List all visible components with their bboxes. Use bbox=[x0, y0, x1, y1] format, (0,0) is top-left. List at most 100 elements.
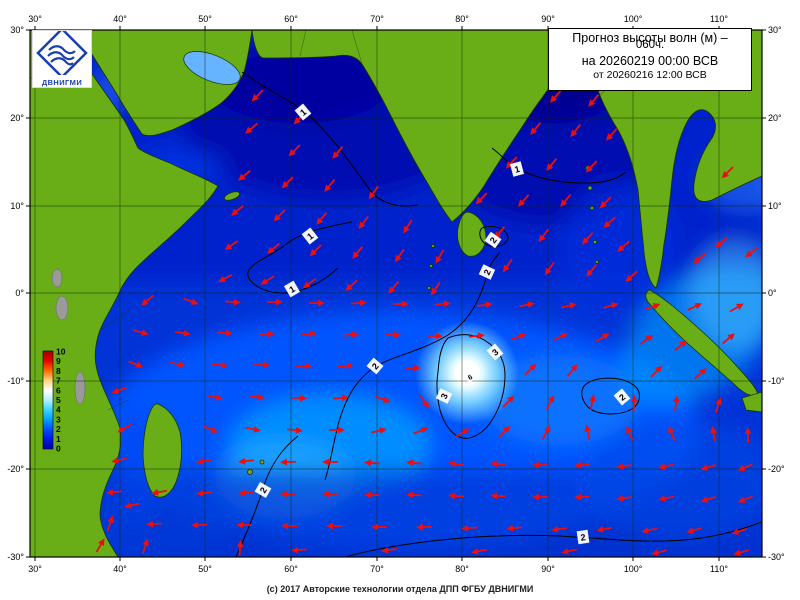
wave-arrow bbox=[267, 298, 283, 306]
wave-arrow bbox=[286, 426, 303, 434]
wave-arrow bbox=[169, 361, 186, 368]
wave-arrow bbox=[630, 395, 638, 412]
wave-arrow bbox=[498, 425, 511, 438]
lon-tick-label: 50° bbox=[198, 564, 212, 574]
contour-label: 1 bbox=[301, 227, 319, 245]
wave-arrow bbox=[141, 294, 154, 306]
wave-arrow bbox=[218, 273, 233, 283]
wave-arrow bbox=[183, 297, 199, 305]
lat-tick-label: 20° bbox=[768, 113, 782, 123]
wave-arrow bbox=[406, 459, 423, 467]
lat-tick-label: 10° bbox=[10, 201, 24, 211]
wave-arrow bbox=[236, 521, 252, 529]
lon-tick-label: 80° bbox=[455, 564, 469, 574]
contour-label: 2 bbox=[254, 481, 272, 499]
wave-arrow bbox=[191, 521, 208, 529]
svg-text:2: 2 bbox=[258, 486, 269, 495]
legend-value-label: 8 bbox=[56, 366, 61, 376]
wave-arrow bbox=[686, 527, 702, 534]
wave-arrow bbox=[574, 493, 591, 501]
wave-arrow bbox=[358, 215, 370, 230]
wave-arrow bbox=[616, 494, 633, 502]
wave-arrow bbox=[468, 332, 485, 340]
wave-arrow bbox=[693, 252, 706, 264]
wave-arrow bbox=[128, 360, 144, 368]
wave-arrow bbox=[322, 490, 338, 498]
wave-arrow bbox=[224, 298, 241, 306]
wave-arrow bbox=[551, 525, 568, 533]
wave-arrow bbox=[586, 264, 598, 277]
copyright-line: (c) 2017 Авторские технологии отдела ДПП… bbox=[266, 584, 534, 594]
wave-arrow bbox=[291, 546, 308, 554]
wave-arrow bbox=[589, 394, 596, 411]
lat-tick-label: 20° bbox=[10, 113, 24, 123]
lon-tick-label: 90° bbox=[541, 564, 555, 574]
wave-arrow bbox=[364, 459, 381, 467]
legend-value-label: 7 bbox=[56, 376, 61, 386]
wave-arrow bbox=[280, 490, 296, 498]
wave-arrow bbox=[281, 176, 294, 189]
wave-arrow bbox=[461, 524, 478, 532]
lon-tick-label: 60° bbox=[284, 14, 298, 24]
java-land bbox=[741, 391, 762, 413]
wave-arrow bbox=[117, 423, 132, 433]
forecast-title-line1: Прогноз высоты волн (м) – bbox=[572, 31, 728, 45]
wave-arrow bbox=[238, 489, 255, 497]
wave-arrow bbox=[405, 364, 421, 372]
wave-arrow bbox=[722, 333, 735, 345]
wave-arrow bbox=[345, 279, 358, 292]
wave-arrow bbox=[388, 281, 400, 294]
forecast-issue-time: от 20260216 12:00 ВСВ bbox=[593, 69, 707, 81]
wave-arrow bbox=[216, 329, 233, 337]
wave-arrow bbox=[231, 204, 244, 216]
wave-arrow bbox=[406, 491, 423, 499]
wave-arrow bbox=[251, 89, 264, 102]
wave-arrow bbox=[715, 236, 728, 248]
wave-arrow bbox=[570, 123, 582, 138]
lon-tick-label: 110° bbox=[710, 14, 728, 24]
wave-arrow bbox=[280, 458, 297, 466]
wave-arrow bbox=[588, 94, 600, 107]
wave-arrow bbox=[700, 495, 716, 503]
wave-arrow bbox=[674, 340, 687, 352]
wave-arrow bbox=[419, 394, 430, 409]
wave-arrow bbox=[151, 488, 168, 496]
persian-gulf bbox=[183, 51, 241, 85]
legend-colorbar bbox=[42, 350, 54, 450]
wave-arrow bbox=[260, 275, 275, 285]
wave-arrow bbox=[603, 302, 619, 309]
wave-arrow bbox=[546, 158, 558, 171]
wave-arrow bbox=[584, 424, 591, 441]
wave-arrow bbox=[729, 303, 744, 313]
mascarene-island bbox=[247, 469, 253, 475]
wave-arrow bbox=[381, 546, 398, 554]
wave-arrow bbox=[545, 395, 555, 410]
wave-arrow bbox=[309, 299, 325, 307]
wave-arrow bbox=[710, 426, 718, 443]
svg-text:2: 2 bbox=[617, 392, 627, 403]
wave-arrow bbox=[541, 425, 551, 440]
svg-text:1: 1 bbox=[513, 164, 520, 175]
wave-arrow bbox=[416, 523, 433, 531]
lon-tick-label: 70° bbox=[370, 564, 384, 574]
wave-arrow bbox=[641, 527, 658, 534]
wave-arrow bbox=[471, 547, 488, 555]
wave-arrow bbox=[352, 246, 364, 259]
legend-value-label: 1 bbox=[56, 434, 61, 444]
svg-text:2: 2 bbox=[580, 532, 586, 543]
wave-arrow bbox=[322, 458, 338, 466]
lat-tick-label: -20° bbox=[7, 464, 24, 474]
wave-arrow bbox=[737, 495, 753, 503]
lon-tick-label: 60° bbox=[284, 564, 298, 574]
wave-arrow bbox=[625, 270, 638, 283]
wave-arrow bbox=[296, 362, 312, 370]
contour-label: 2 bbox=[576, 529, 590, 545]
wave-arrow bbox=[645, 303, 661, 311]
wave-arrow bbox=[111, 386, 127, 394]
contour-value-labels: 1 1 1 1 2 2 2 3 3 6 2 2 2 bbox=[254, 103, 631, 545]
contour-label: 2 bbox=[613, 388, 631, 406]
wave-arrow bbox=[393, 300, 409, 308]
madagascar-land bbox=[142, 403, 183, 498]
lon-tick-label: 110° bbox=[710, 564, 728, 574]
